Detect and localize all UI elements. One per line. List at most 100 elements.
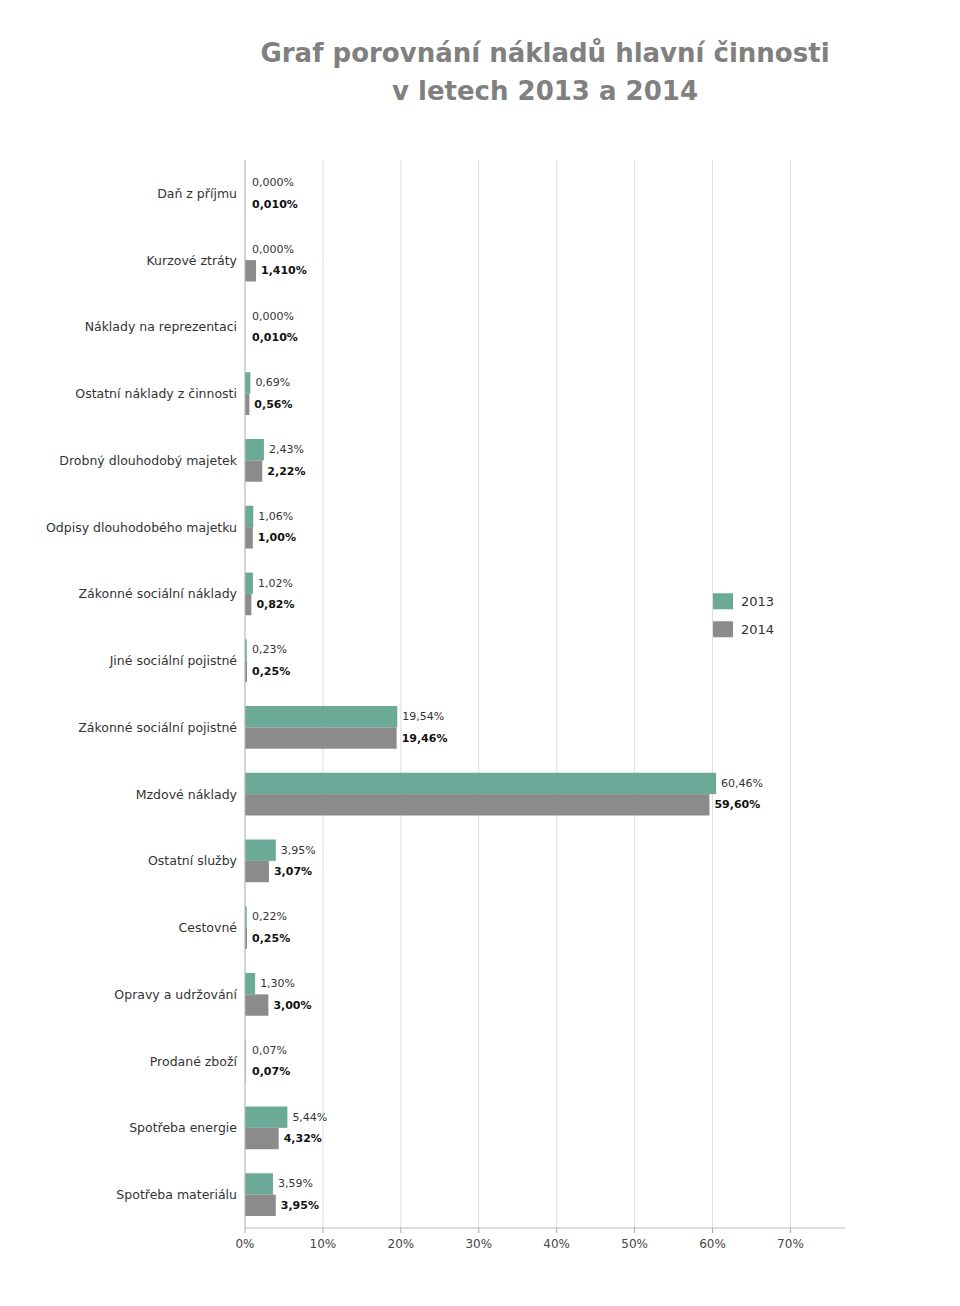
legend-swatch xyxy=(713,593,733,609)
data-label: 0,07% xyxy=(252,1044,287,1057)
bar xyxy=(245,260,256,281)
legend-label: 2013 xyxy=(741,594,774,609)
chart: Graf porovnání nákladů hlavní činnosti v … xyxy=(0,0,960,1306)
x-tick xyxy=(322,1228,323,1233)
data-label: 60,46% xyxy=(721,777,763,790)
bar xyxy=(245,861,269,882)
data-label: 1,00% xyxy=(258,531,296,544)
data-label: 1,06% xyxy=(258,510,293,523)
bar xyxy=(245,773,716,794)
bar xyxy=(245,460,262,481)
title-line: Graf porovnání nákladů hlavní činnosti xyxy=(260,38,829,68)
data-label: 5,44% xyxy=(292,1111,327,1124)
data-label: 0,22% xyxy=(252,910,287,923)
data-label: 0,010% xyxy=(252,331,298,344)
grid-line xyxy=(400,160,401,1228)
category-label: Zákonné sociální pojistné xyxy=(78,720,237,735)
data-label: 0,69% xyxy=(255,376,290,389)
bar xyxy=(245,1173,273,1194)
bar xyxy=(245,573,253,594)
data-label: 2,22% xyxy=(267,465,305,478)
bar xyxy=(245,973,255,994)
category-label: Náklady na reprezentaci xyxy=(85,319,237,334)
bar xyxy=(245,727,397,748)
data-labels: 0,000%0,000%0,000%0,69%2,43%1,06%1,02%0,… xyxy=(252,176,763,1212)
data-label: 19,46% xyxy=(402,732,448,745)
bar xyxy=(245,439,264,460)
bar xyxy=(245,594,251,615)
bar xyxy=(245,794,709,815)
category-label: Mzdové náklady xyxy=(136,787,238,802)
x-tick-label: 0% xyxy=(235,1237,254,1251)
bar xyxy=(245,372,250,393)
bar xyxy=(245,840,276,861)
bar xyxy=(245,994,268,1015)
data-label: 0,010% xyxy=(252,198,298,211)
data-label: 1,410% xyxy=(261,264,307,277)
x-tick-label: 50% xyxy=(621,1237,648,1251)
grid-line xyxy=(478,160,479,1228)
category-label: Drobný dlouhodobý majetek xyxy=(59,453,237,468)
y-axis-line xyxy=(245,160,246,1228)
x-tick-label: 60% xyxy=(699,1237,726,1251)
grid-line xyxy=(245,160,246,1228)
bar xyxy=(245,394,249,415)
bar xyxy=(245,706,397,727)
data-label: 3,95% xyxy=(281,844,316,857)
x-tick-label: 70% xyxy=(777,1237,804,1251)
grid-line xyxy=(790,160,791,1228)
x-tick-label: 10% xyxy=(310,1237,337,1251)
category-label: Zákonné sociální náklady xyxy=(79,586,238,601)
category-label: Ostatní služby xyxy=(148,853,238,868)
data-label: 0,82% xyxy=(256,598,294,611)
bar xyxy=(245,1195,276,1216)
category-label: Kurzové ztráty xyxy=(147,253,238,268)
data-label: 0,23% xyxy=(252,643,287,656)
data-label: 0,25% xyxy=(252,665,290,678)
bar xyxy=(245,1107,287,1128)
x-tick xyxy=(400,1228,401,1233)
bar xyxy=(245,527,253,548)
data-label: 0,07% xyxy=(252,1065,290,1078)
x-tick xyxy=(712,1228,713,1233)
data-label: 3,59% xyxy=(278,1177,313,1190)
data-label: 0,000% xyxy=(252,176,294,189)
category-label: Opravy a udržování xyxy=(114,987,237,1002)
data-label: 0,000% xyxy=(252,243,294,256)
category-label: Spotřeba materiálu xyxy=(116,1187,237,1202)
category-label: Spotřeba energie xyxy=(129,1120,237,1135)
x-tick-label: 20% xyxy=(388,1237,415,1251)
data-label: 3,07% xyxy=(274,865,312,878)
grid-line xyxy=(634,160,635,1228)
category-label: Jiné sociální pojistné xyxy=(109,653,238,668)
data-label: 59,60% xyxy=(714,798,760,811)
category-label: Ostatní náklady z činnosti xyxy=(75,386,237,401)
data-label: 2,43% xyxy=(269,443,304,456)
data-label: 0,56% xyxy=(254,398,292,411)
category-label: Prodané zboží xyxy=(150,1054,238,1069)
grid-line xyxy=(712,160,713,1228)
category-label: Daň z příjmu xyxy=(157,186,237,201)
x-tick-label: 40% xyxy=(543,1237,570,1251)
data-label: 3,00% xyxy=(273,999,311,1012)
x-axis-line xyxy=(245,1228,845,1229)
x-tick xyxy=(478,1228,479,1233)
data-label: 0,25% xyxy=(252,932,290,945)
data-label: 1,30% xyxy=(260,977,295,990)
title-line: v letech 2013 a 2014 xyxy=(392,76,698,106)
plot-background xyxy=(245,160,845,1228)
category-label: Cestovné xyxy=(179,920,238,935)
bars xyxy=(245,172,716,1216)
data-label: 4,32% xyxy=(284,1132,322,1145)
x-tick xyxy=(556,1228,557,1233)
category-label: Odpisy dlouhodobého majetku xyxy=(46,520,237,535)
legend-swatch xyxy=(713,621,733,637)
grid-line xyxy=(556,160,557,1228)
data-label: 3,95% xyxy=(281,1199,319,1212)
bar xyxy=(245,1128,279,1149)
data-label: 1,02% xyxy=(258,577,293,590)
legend: 20132014 xyxy=(713,593,774,637)
grid-line xyxy=(322,160,323,1228)
bar xyxy=(245,506,253,527)
title: Graf porovnání nákladů hlavní činnosti v … xyxy=(260,38,829,106)
